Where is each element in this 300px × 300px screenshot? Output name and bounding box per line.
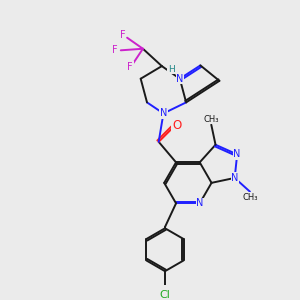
Text: CH₃: CH₃ (242, 193, 258, 202)
Text: N: N (196, 198, 203, 208)
Text: H: H (168, 65, 175, 74)
Text: N: N (176, 74, 184, 84)
Text: F: F (112, 45, 117, 55)
Text: N: N (160, 108, 167, 118)
Text: O: O (172, 118, 181, 132)
Text: F: F (120, 30, 125, 40)
Text: CH₃: CH₃ (203, 115, 219, 124)
Text: Cl: Cl (160, 290, 170, 300)
Text: F: F (128, 62, 133, 72)
Text: N: N (233, 149, 241, 159)
Text: N: N (231, 173, 238, 183)
